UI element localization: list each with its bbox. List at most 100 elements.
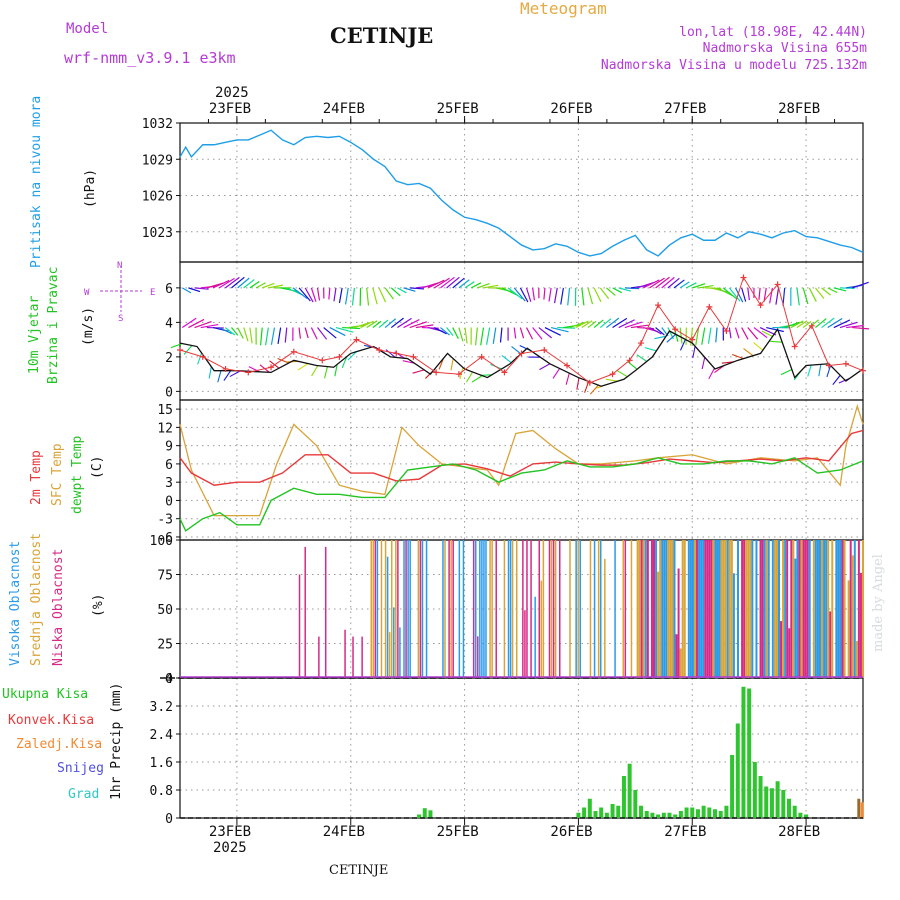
gust-marker bbox=[791, 343, 798, 350]
wind-arrow bbox=[852, 326, 869, 330]
wind-arrow bbox=[366, 320, 378, 329]
wind-arrow bbox=[826, 365, 832, 378]
wind-arrow bbox=[333, 287, 337, 302]
wind-arrow bbox=[452, 327, 459, 339]
wind-arrow bbox=[194, 321, 212, 329]
wind-arrow bbox=[218, 277, 235, 289]
gust-marker bbox=[586, 379, 593, 386]
wind-arrow bbox=[543, 287, 546, 300]
precip-bar bbox=[633, 790, 638, 818]
wind-arrow bbox=[243, 279, 255, 289]
wind-arrow bbox=[552, 368, 561, 379]
compass-s: S bbox=[118, 314, 124, 324]
wind-arrow bbox=[519, 287, 529, 303]
precip-bar bbox=[667, 812, 672, 818]
wind-arrow bbox=[259, 327, 263, 346]
precip-bar bbox=[860, 802, 864, 818]
bottom-date-label: 27FEB bbox=[664, 824, 707, 840]
precip-bar bbox=[656, 814, 661, 818]
gust-marker bbox=[626, 357, 633, 364]
y-tick-label: 0.8 bbox=[150, 784, 173, 799]
wind-arrow bbox=[385, 349, 396, 358]
gust-marker bbox=[353, 336, 360, 343]
wind-arrow bbox=[212, 279, 230, 289]
wind-arrow bbox=[532, 327, 543, 340]
wind-arrow bbox=[459, 367, 464, 380]
wind-arrow bbox=[402, 360, 415, 364]
wind-arrow bbox=[446, 276, 460, 289]
wind-arrow bbox=[731, 354, 744, 360]
wind-arrow bbox=[237, 327, 244, 339]
wind-arrow bbox=[606, 317, 620, 329]
wind-arrow bbox=[366, 287, 370, 306]
wind-arrow bbox=[427, 279, 445, 289]
wind-arrow bbox=[316, 287, 321, 301]
wind-arrow bbox=[618, 287, 631, 292]
model-elevation-text: Nadmorska Visina u modelu 725.132m bbox=[600, 58, 867, 73]
pressure-line bbox=[179, 129, 864, 257]
precip-bar bbox=[422, 808, 427, 818]
legend-ukupna: Ukupna Kisa bbox=[2, 687, 89, 702]
wind-arrow bbox=[832, 374, 841, 386]
compass-e: E bbox=[150, 288, 156, 298]
top-year-label: 2025 bbox=[215, 85, 249, 101]
wind-arrow bbox=[229, 370, 241, 378]
footer-station: CETINJE bbox=[329, 863, 389, 878]
wind-arrow bbox=[814, 287, 825, 299]
bottom-date-label: 24FEB bbox=[322, 824, 365, 840]
bottom-date-label: 26FEB bbox=[550, 824, 593, 840]
wind-arrow bbox=[636, 354, 648, 362]
wind-arrow bbox=[249, 327, 253, 344]
wind-arrow bbox=[464, 281, 475, 289]
wind-arrow bbox=[593, 287, 602, 303]
legend-snijeg: Snijeg bbox=[57, 761, 104, 776]
precip-bar bbox=[804, 814, 809, 818]
y-tick-label: 1029 bbox=[142, 153, 173, 168]
wind-arrow bbox=[695, 327, 700, 346]
gust-marker bbox=[842, 360, 849, 367]
wind-arrow bbox=[224, 327, 236, 336]
wind-arrow bbox=[483, 284, 499, 289]
wind-arrow bbox=[372, 287, 378, 305]
wind-arrow bbox=[716, 287, 734, 297]
wind-arrow bbox=[708, 368, 715, 380]
wind-arrow bbox=[317, 327, 328, 340]
wind-arrow bbox=[833, 319, 851, 329]
compass-n: N bbox=[117, 261, 123, 271]
wind-arrow bbox=[324, 366, 328, 379]
wind-arrow bbox=[796, 287, 800, 306]
wind-arrow bbox=[335, 326, 354, 333]
gust-marker bbox=[336, 353, 343, 360]
wind-arrow bbox=[384, 287, 394, 300]
precip-bar bbox=[735, 723, 740, 818]
wind-arrow bbox=[790, 320, 804, 329]
gust-marker bbox=[518, 350, 525, 357]
wind-arrow bbox=[802, 287, 809, 305]
wind-arrow bbox=[277, 327, 282, 345]
precip-bar bbox=[576, 812, 581, 818]
wind-arrow bbox=[329, 327, 346, 337]
wind-arrow bbox=[249, 280, 260, 289]
wind-arrow bbox=[200, 323, 219, 329]
wind-arrow bbox=[197, 352, 203, 365]
wind-arrow bbox=[298, 327, 301, 339]
wind-arrow bbox=[649, 327, 662, 335]
y-tick-label: 4 bbox=[165, 316, 173, 331]
wind-arrow bbox=[679, 327, 683, 344]
gust-marker bbox=[808, 322, 815, 329]
gust-marker bbox=[723, 328, 730, 334]
gust-marker bbox=[825, 362, 832, 369]
gust-marker bbox=[564, 362, 571, 369]
precip-bar bbox=[644, 811, 649, 818]
wind-arrow bbox=[434, 327, 447, 335]
lonlat-text: lon,lat (18.98E, 42.44N) bbox=[679, 25, 867, 40]
wind-arrow bbox=[501, 354, 512, 364]
precip-bar bbox=[781, 790, 786, 818]
legend-grad: Grad bbox=[68, 787, 100, 802]
elevation-text: Nadmorska Visina 655m bbox=[702, 41, 867, 56]
y-tick-label: 2.4 bbox=[150, 728, 174, 743]
wind-arrow bbox=[815, 318, 827, 329]
precip-bar bbox=[582, 807, 587, 818]
wind-arrow bbox=[796, 320, 808, 329]
